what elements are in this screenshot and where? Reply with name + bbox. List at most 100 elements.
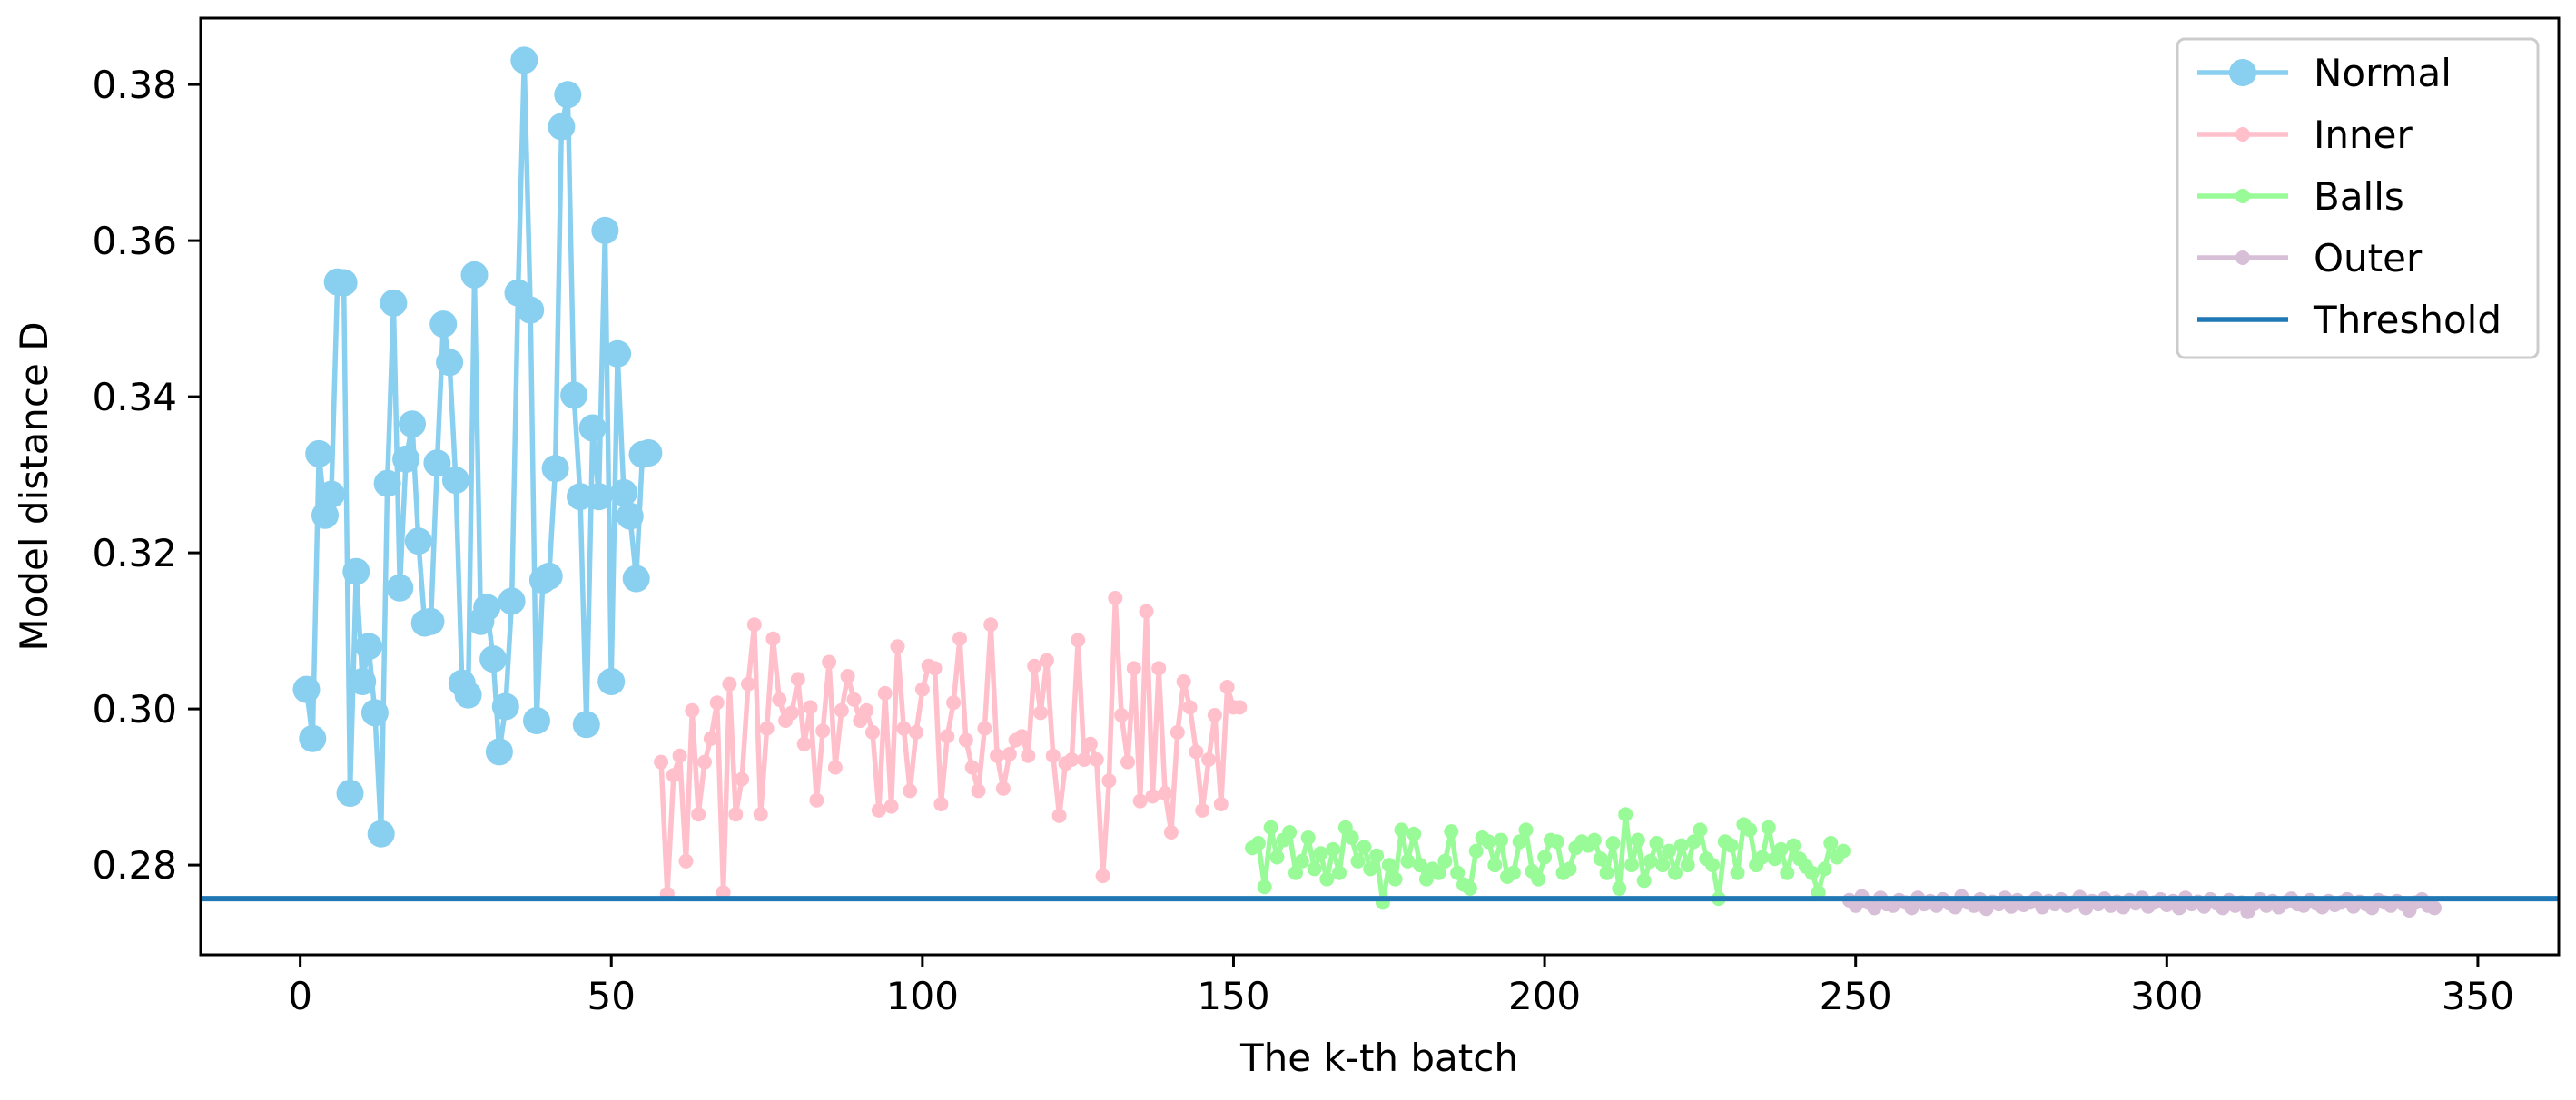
data-point	[554, 81, 582, 109]
data-point	[604, 339, 632, 368]
data-point	[1363, 861, 1378, 877]
data-point	[1101, 773, 1117, 789]
data-point	[1562, 861, 1577, 877]
data-point	[785, 705, 799, 721]
data-point	[479, 645, 508, 673]
data-point	[1680, 858, 1695, 873]
data-point	[1263, 820, 1278, 835]
data-point	[834, 702, 849, 718]
data-point	[1437, 853, 1453, 869]
x-tick-label: 50	[587, 974, 636, 1018]
data-point	[1686, 834, 1702, 850]
data-point	[709, 695, 725, 711]
data-point	[572, 711, 600, 739]
legend-entry-inner: Inner	[2197, 113, 2413, 157]
data-point	[1108, 591, 1123, 605]
data-point	[417, 607, 445, 635]
data-point	[1300, 830, 1316, 845]
data-point	[1786, 838, 1801, 853]
data-point	[1730, 865, 1745, 880]
data-point	[1468, 843, 1484, 859]
data-point	[1095, 869, 1110, 884]
data-point	[1077, 752, 1091, 767]
data-point	[822, 654, 837, 670]
data-point	[1126, 661, 1141, 676]
data-point	[510, 46, 538, 74]
data-point	[753, 807, 768, 822]
data-point	[1450, 865, 1466, 880]
data-point	[1413, 858, 1427, 873]
y-tick-label: 0.36	[92, 219, 177, 263]
data-point	[946, 695, 962, 711]
data-point	[883, 799, 899, 814]
data-point	[1668, 865, 1683, 880]
data-point	[1462, 880, 1477, 896]
data-point	[983, 617, 999, 633]
data-point	[585, 483, 613, 511]
data-point	[1693, 822, 1708, 838]
data-point	[1344, 830, 1359, 845]
data-point	[890, 639, 905, 654]
data-point	[746, 617, 762, 633]
x-tick-label: 200	[1508, 974, 1581, 1018]
data-point	[1761, 820, 1776, 835]
data-point	[815, 723, 831, 739]
data-point	[541, 455, 569, 483]
series-layer	[201, 46, 2559, 919]
data-point	[1207, 708, 1222, 722]
data-point	[299, 724, 327, 752]
y-tick-label: 0.32	[92, 531, 177, 575]
legend-swatch-marker	[2235, 189, 2250, 203]
data-point	[759, 721, 775, 736]
data-point	[765, 631, 781, 646]
data-point	[1132, 793, 1148, 809]
y-tick-label: 0.30	[92, 687, 177, 732]
data-point	[1612, 880, 1627, 896]
data-point	[1282, 825, 1298, 840]
data-point	[1431, 865, 1446, 880]
data-point	[578, 414, 607, 442]
data-point	[1705, 858, 1721, 873]
legend: Normal Inner Balls Outer Threshold	[2176, 37, 2540, 359]
data-point	[1313, 846, 1328, 861]
x-tick-label: 250	[1820, 974, 1892, 1018]
data-point	[672, 748, 687, 763]
data-point	[1723, 838, 1739, 853]
data-point	[1624, 858, 1639, 873]
data-point	[697, 754, 712, 770]
data-point	[1817, 861, 1832, 877]
data-point	[567, 483, 594, 511]
y-axis: 0.28 0.30 0.32 0.34 0.36 0.38	[92, 63, 201, 888]
data-point	[940, 729, 955, 744]
data-point	[1444, 824, 1459, 840]
data-point	[1219, 680, 1235, 694]
data-point	[560, 381, 588, 409]
data-point	[1636, 873, 1652, 889]
data-point	[1033, 705, 1049, 721]
data-point	[1163, 825, 1179, 840]
data-point	[1549, 834, 1564, 850]
data-point	[865, 724, 880, 740]
legend-label: Inner	[2314, 113, 2413, 157]
data-point	[728, 807, 744, 822]
data-point	[1381, 858, 1397, 873]
data-point	[995, 781, 1011, 796]
data-point	[1151, 661, 1167, 676]
data-point	[616, 502, 644, 530]
x-tick-label: 150	[1197, 974, 1269, 1018]
legend-entry-outer: Outer	[2197, 236, 2423, 280]
data-point	[796, 736, 812, 751]
y-axis-label: Model distance D	[12, 321, 56, 651]
data-point	[473, 594, 501, 622]
data-point	[877, 685, 893, 701]
x-tick-label: 100	[886, 974, 959, 1018]
data-point	[903, 783, 918, 799]
data-point	[498, 587, 526, 615]
legend-label: Outer	[2314, 236, 2423, 280]
legend-entry-balls: Balls	[2197, 174, 2404, 219]
series-outer	[1841, 889, 2442, 919]
data-point	[548, 113, 576, 141]
data-point	[914, 682, 930, 697]
data-point	[1512, 834, 1527, 850]
data-point	[840, 669, 855, 683]
